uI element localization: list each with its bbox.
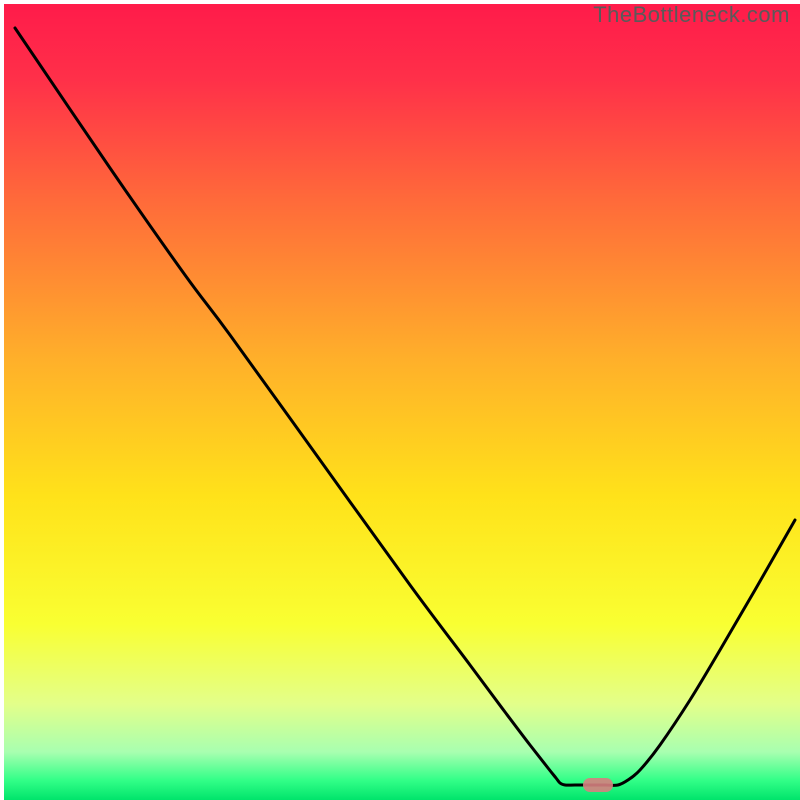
optimal-marker	[583, 778, 613, 792]
gradient-background	[0, 0, 800, 800]
watermark-text: TheBottleneck.com	[593, 2, 790, 28]
chart-container: TheBottleneck.com	[0, 0, 800, 800]
